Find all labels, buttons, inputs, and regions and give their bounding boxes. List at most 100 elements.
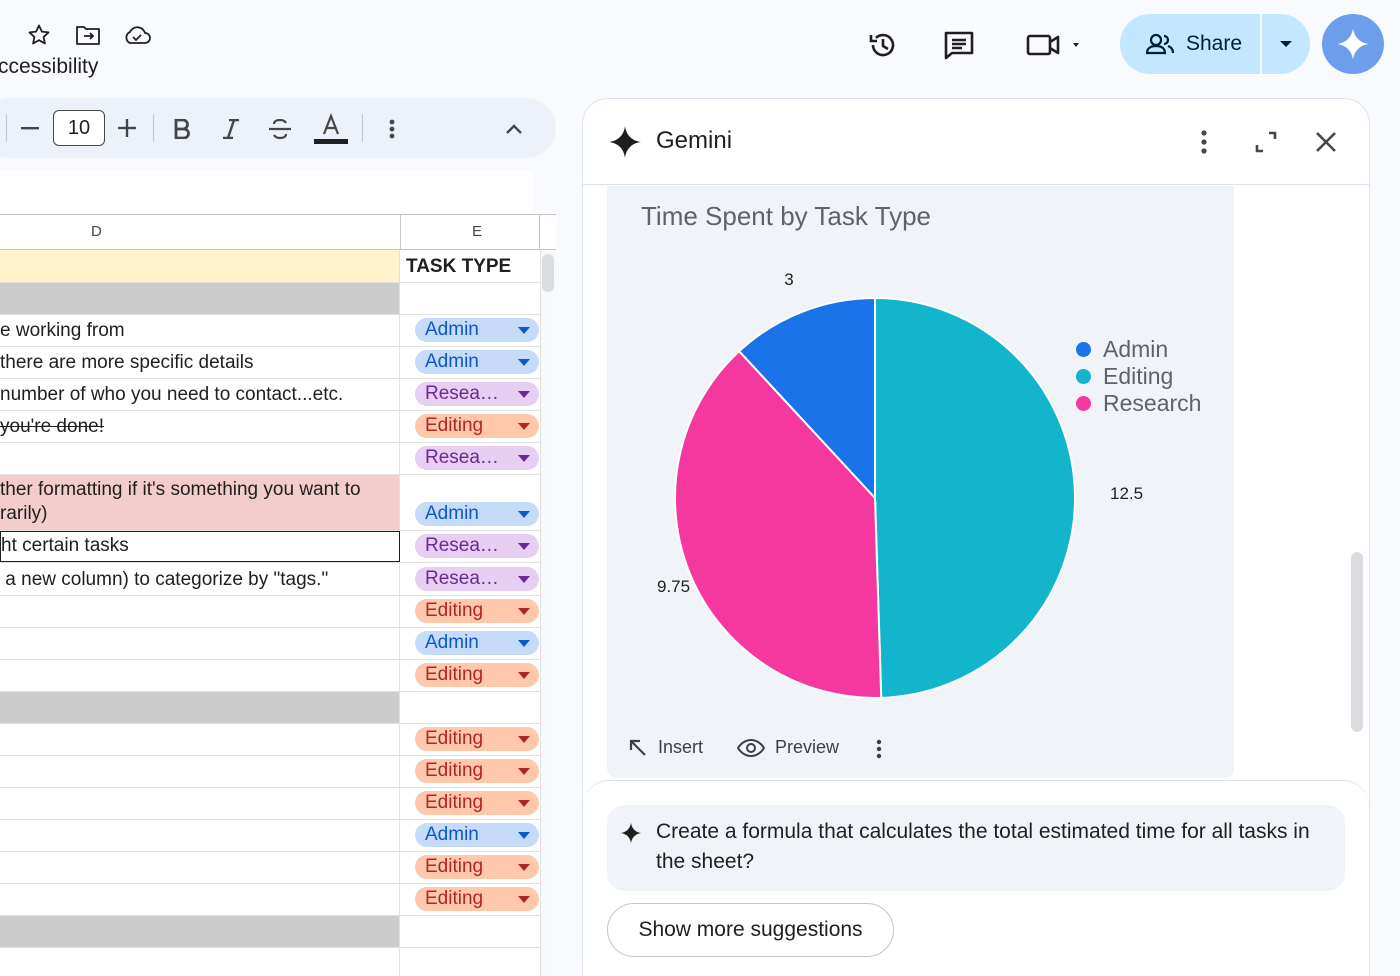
cell-d[interactable]	[0, 724, 400, 755]
insert-button[interactable]: Insert	[628, 737, 703, 758]
dropdown-caret-icon	[518, 640, 530, 647]
cell-text: a new column) to categorize by "tags."	[0, 569, 329, 590]
task-type-chip[interactable]: Admin	[415, 502, 539, 526]
task-type-chip[interactable]: Editing	[415, 727, 539, 751]
cell-e[interactable]: Editing	[401, 411, 540, 442]
share-options-button[interactable]	[1262, 14, 1310, 74]
sheet-scrollbar[interactable]	[540, 250, 556, 976]
cell-d[interactable]	[0, 788, 400, 819]
chart-more-icon[interactable]	[868, 736, 890, 762]
menu-accessibility[interactable]: ccessibility	[0, 55, 99, 78]
gemini-button[interactable]	[1322, 14, 1384, 74]
pie-slice-editing[interactable]	[874, 296, 1076, 699]
task-type-chip[interactable]: Editing	[415, 791, 539, 815]
cell-e[interactable]: Editing	[401, 884, 540, 915]
cloud-saved-icon[interactable]	[120, 20, 154, 50]
bold-icon[interactable]	[168, 114, 196, 144]
suggestion-chip[interactable]	[607, 805, 1345, 891]
cell-d[interactable]	[0, 628, 400, 659]
cell-d-header[interactable]	[0, 250, 400, 282]
cell-e[interactable]: Editing	[401, 660, 540, 691]
cell-e-header[interactable]: TASK TYPE	[401, 250, 540, 282]
show-more-suggestions-button[interactable]: Show more suggestions	[607, 903, 894, 957]
pie-slice-admin[interactable]	[737, 296, 876, 501]
task-type-chip[interactable]: Resea…	[415, 567, 539, 591]
section-cell[interactable]	[0, 692, 400, 723]
task-type-chip[interactable]: Editing	[415, 887, 539, 911]
close-icon[interactable]	[1310, 126, 1342, 158]
pie-chart[interactable]: 12.5 9.75 3	[607, 186, 1234, 726]
task-type-chip[interactable]: Editing	[415, 599, 539, 623]
cell-d-selected[interactable]: ht certain tasks	[0, 531, 400, 562]
column-header-e[interactable]: E	[472, 223, 483, 240]
cell-d[interactable]: there are more specific details	[0, 347, 400, 378]
task-type-chip[interactable]: Editing	[415, 414, 539, 438]
panel-scrollbar[interactable]	[1351, 552, 1363, 732]
meet-video-icon[interactable]	[1022, 26, 1088, 64]
share-button[interactable]: Share	[1120, 14, 1260, 74]
cell-d[interactable]	[0, 820, 400, 851]
cell-e[interactable]: Resea…	[401, 443, 540, 474]
cell-e[interactable]: Editing	[401, 724, 540, 755]
collapse-toolbar-icon[interactable]	[500, 116, 528, 142]
sheet-scrollbar-thumb[interactable]	[542, 254, 554, 292]
text-color-icon[interactable]	[312, 112, 350, 146]
strikethrough-icon[interactable]	[265, 114, 295, 144]
italic-icon[interactable]	[217, 114, 245, 144]
cell-e[interactable]: Admin	[401, 628, 540, 659]
column-header-d[interactable]: D	[91, 223, 102, 240]
decrease-font-size-icon[interactable]	[18, 116, 42, 140]
gemini-sparkle-icon	[1337, 28, 1369, 60]
cell-d[interactable]: e working from	[0, 315, 400, 346]
more-options-icon[interactable]	[382, 116, 402, 142]
cell-d[interactable]	[0, 948, 400, 976]
task-type-chip[interactable]: Resea…	[415, 382, 539, 406]
pie-slice-research[interactable]	[674, 349, 883, 699]
cell-d[interactable]: a new column) to categorize by "tags."	[0, 563, 400, 595]
cell-e[interactable]: Admin	[401, 475, 540, 530]
task-type-chip[interactable]: Admin	[415, 318, 539, 342]
table-row: you're done! Editing	[0, 411, 540, 443]
cell-e[interactable]: Resea…	[401, 563, 540, 595]
cell-d[interactable]: you're done!	[0, 411, 400, 442]
increase-font-size-icon[interactable]	[115, 116, 139, 140]
cell-e[interactable]: Admin	[401, 347, 540, 378]
cell-e[interactable]: Editing	[401, 756, 540, 787]
cell-e[interactable]: Admin	[401, 315, 540, 346]
comments-icon[interactable]	[940, 26, 978, 64]
section-cell[interactable]	[0, 916, 400, 947]
font-size-input[interactable]: 10	[53, 110, 105, 146]
preview-button[interactable]: Preview	[737, 737, 839, 758]
task-type-chip[interactable]: Admin	[415, 823, 539, 847]
cell-e[interactable]: Editing	[401, 852, 540, 883]
cell-d[interactable]	[0, 596, 400, 627]
task-type-chip[interactable]: Admin	[415, 350, 539, 374]
cell-d[interactable]	[0, 660, 400, 691]
cell-e[interactable]: Editing	[401, 596, 540, 627]
caret-down-icon	[1280, 41, 1292, 47]
move-folder-icon[interactable]	[72, 20, 104, 50]
task-type-chip[interactable]: Resea…	[415, 446, 539, 470]
task-type-chip[interactable]: Editing	[415, 855, 539, 879]
task-type-chip[interactable]: Resea…	[415, 534, 539, 558]
cell-d[interactable]	[0, 756, 400, 787]
version-history-icon[interactable]	[864, 26, 902, 64]
chip-label: Resea…	[425, 568, 499, 589]
cell-d[interactable]: ther formatting if it's something you wa…	[0, 475, 400, 530]
task-type-chip[interactable]: Editing	[415, 759, 539, 783]
task-type-chip[interactable]: Editing	[415, 663, 539, 687]
section-cell[interactable]	[0, 283, 400, 314]
expand-icon[interactable]	[1250, 126, 1282, 158]
chip-label: Admin	[425, 824, 479, 845]
task-type-chip[interactable]: Admin	[415, 631, 539, 655]
cell-d[interactable]	[0, 884, 400, 915]
star-icon[interactable]	[24, 20, 54, 50]
cell-d[interactable]: number of who you need to contact...etc.	[0, 379, 400, 410]
cell-e[interactable]: Editing	[401, 788, 540, 819]
cell-e[interactable]: Admin	[401, 820, 540, 851]
cell-d[interactable]	[0, 443, 400, 474]
cell-d[interactable]	[0, 852, 400, 883]
cell-e[interactable]: Resea…	[401, 531, 540, 562]
panel-more-icon[interactable]	[1192, 126, 1216, 158]
cell-e[interactable]: Resea…	[401, 379, 540, 410]
